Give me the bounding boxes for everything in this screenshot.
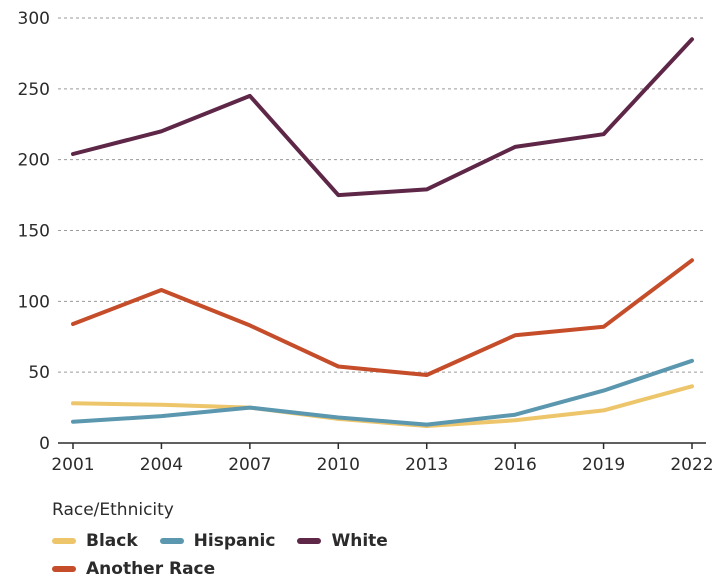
y-axis-ticks: 0 50 100 150 200 250 300 [18,9,50,454]
legend-item-hispanic: Hispanic [159,530,276,552]
x-tick-label: 2004 [140,455,183,475]
y-tick-label: 250 [18,80,50,100]
legend-swatch [159,538,184,544]
legend-label: Hispanic [193,531,276,551]
x-tick-label: 2019 [582,455,625,475]
legend-label: Black [86,531,138,551]
legend-item-white: White [297,530,388,552]
x-axis-ticks: 2001 2004 2007 2010 2013 2016 2019 2022 [51,443,714,475]
legend-label: Another Race [86,559,216,579]
legend-label: White [331,531,388,551]
x-tick-label: 2007 [228,455,271,475]
series-lines [71,37,694,428]
legend: Race/Ethnicity Black Hispanic White Another… [52,500,572,580]
legend-swatch [52,566,76,572]
y-tick-label: 100 [18,292,50,312]
x-tick-label: 2001 [51,455,94,475]
y-tick-label: 300 [18,9,50,29]
x-tick-label: 2016 [494,455,537,475]
legend-item-another-race: Another Race [52,558,215,580]
x-tick-label: 2010 [317,455,360,475]
y-tick-label: 150 [18,222,50,242]
legend-swatch [297,538,322,544]
legend-item-black: Black [52,530,138,552]
legend-items: Black Hispanic White Another Race [52,530,452,580]
y-tick-label: 200 [18,151,50,171]
series-line-another-race [71,258,694,377]
x-tick-label: 2013 [405,455,448,475]
y-tick-label: 50 [28,363,50,383]
x-tick-label: 2022 [670,455,713,475]
y-tick-label: 0 [39,434,50,454]
series-line-white [71,37,694,198]
gridlines [58,17,706,444]
legend-swatch [52,538,76,544]
series-line-hispanic [71,358,694,427]
legend-title: Race/Ethnicity [52,500,174,520]
